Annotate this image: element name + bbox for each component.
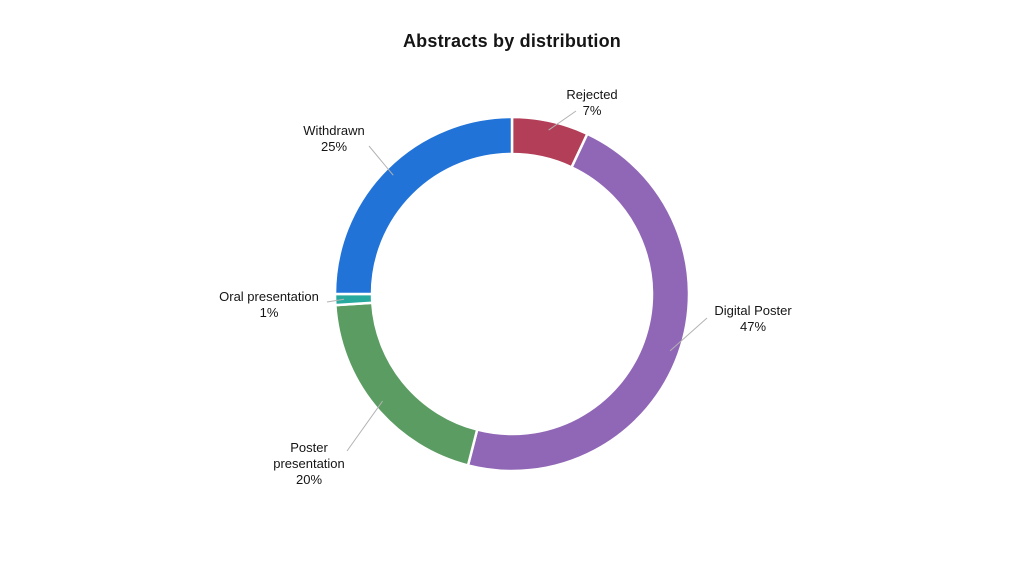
segment-digital-poster [466, 132, 691, 473]
slice-label-poster-presentation: Poster presentation 20% [262, 440, 356, 488]
slice-label-oral-presentation: Oral presentation 1% [203, 289, 335, 321]
chart-title: Abstracts by distribution [402, 31, 622, 51]
slice-label-digital-poster: Digital Poster 47% [703, 303, 803, 335]
slice-pct-text: 47% [739, 319, 767, 334]
slice-label-text: Digital Poster [714, 303, 792, 318]
slice-pct-text: 20% [295, 472, 323, 487]
leader-line [326, 298, 345, 303]
slice-pct-text: 25% [320, 139, 348, 154]
slice-label-rejected: Rejected 7% [549, 87, 635, 119]
slice-label-text: Rejected [566, 87, 618, 102]
leader-line [548, 110, 577, 131]
leader-line [669, 317, 708, 352]
leader-line [368, 145, 394, 176]
slice-label-text: Poster presentation [273, 440, 345, 471]
slice-pct-text: 1% [259, 305, 279, 320]
slice-pct-text: 7% [582, 103, 602, 118]
segment-withdrawn [333, 115, 514, 296]
slice-label-withdrawn: Withdrawn 25% [289, 123, 379, 155]
slice-label-text: Oral presentation [219, 289, 319, 304]
slice-label-text: Withdrawn [303, 123, 365, 138]
leader-line [346, 400, 383, 452]
segment-poster-presentation [334, 301, 479, 467]
